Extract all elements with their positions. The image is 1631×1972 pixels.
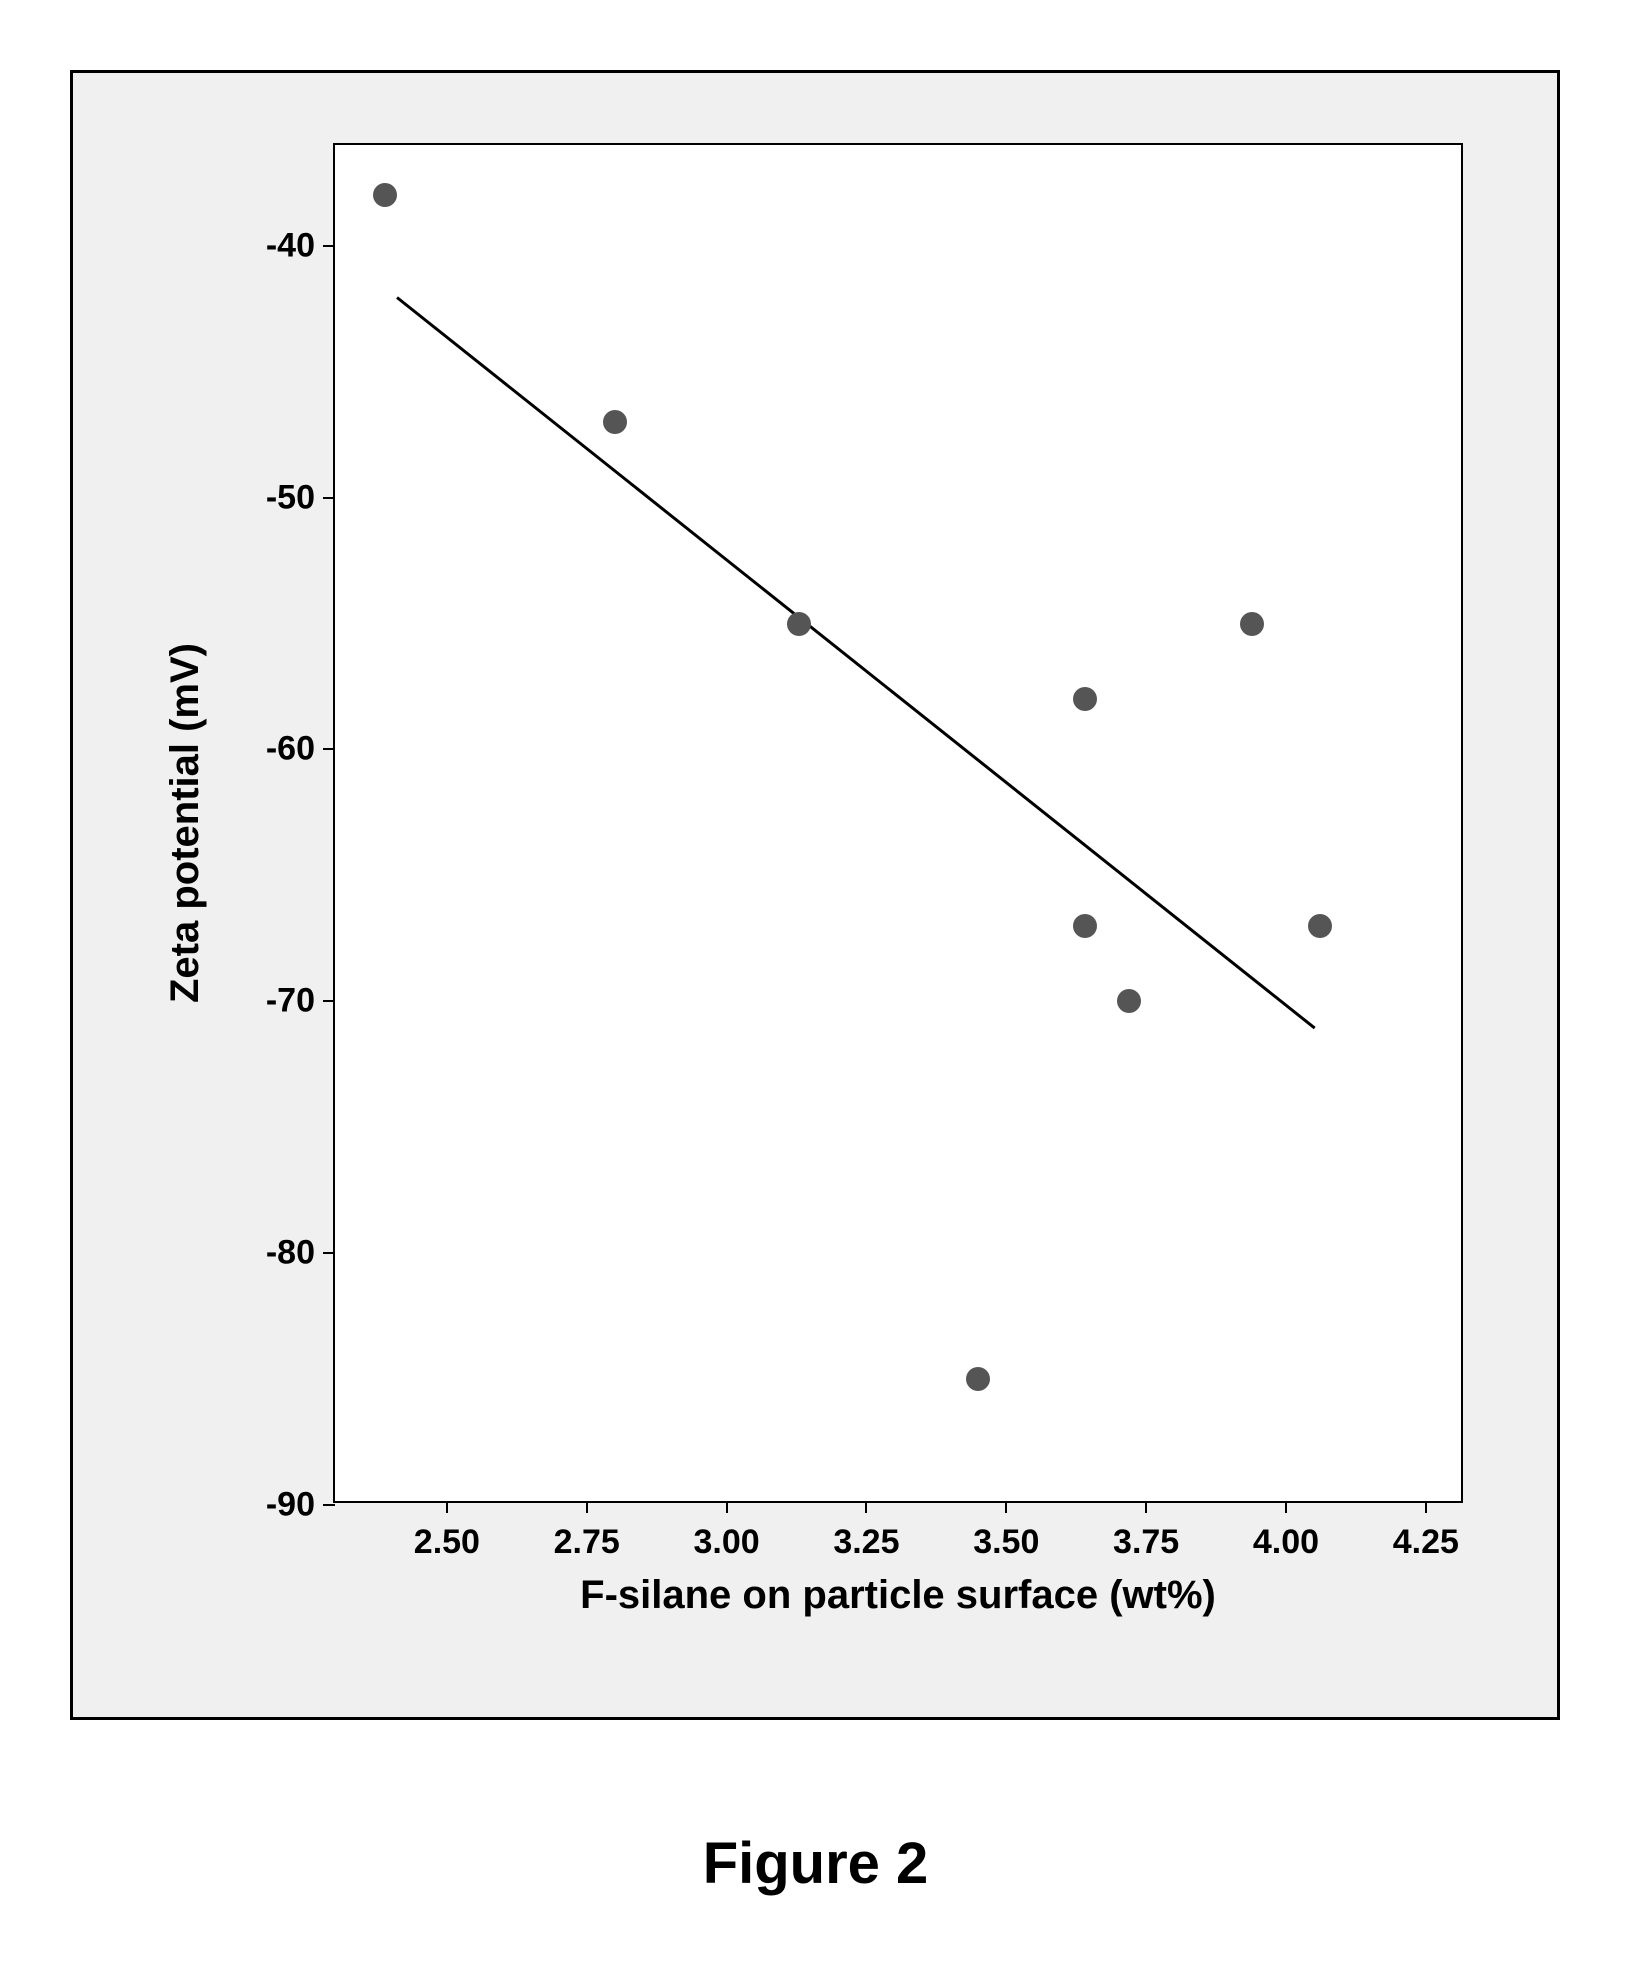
x-tick-label: 3.25 <box>833 1523 899 1562</box>
x-tick <box>865 1501 867 1513</box>
x-tick <box>726 1501 728 1513</box>
data-point <box>966 1367 990 1391</box>
data-point <box>787 612 811 636</box>
x-tick <box>446 1501 448 1513</box>
y-tick-label: -40 <box>225 226 315 265</box>
y-tick <box>323 1000 335 1002</box>
y-tick-label: -70 <box>225 982 315 1021</box>
y-tick-label: -50 <box>225 478 315 517</box>
x-tick-label: 4.00 <box>1253 1523 1319 1562</box>
y-tick <box>323 1504 335 1506</box>
y-tick <box>323 748 335 750</box>
x-tick <box>1005 1501 1007 1513</box>
figure-caption: Figure 2 <box>703 1830 929 1897</box>
y-tick <box>323 497 335 499</box>
data-point <box>1117 989 1141 1013</box>
y-tick-label: -80 <box>225 1234 315 1273</box>
data-point <box>373 183 397 207</box>
x-tick-label: 3.75 <box>1113 1523 1179 1562</box>
y-tick-label: -60 <box>225 730 315 769</box>
scatter-plot-area: 2.502.753.003.253.503.754.004.25-40-50-6… <box>333 143 1463 1503</box>
data-point <box>1073 914 1097 938</box>
y-tick <box>323 245 335 247</box>
trend-line <box>396 296 1315 1029</box>
x-tick-label: 3.50 <box>973 1523 1039 1562</box>
y-axis-title: Zeta potential (mV) <box>163 643 208 1003</box>
x-axis-title: F-silane on particle surface (wt%) <box>580 1573 1216 1618</box>
x-tick <box>586 1501 588 1513</box>
y-tick <box>323 1252 335 1254</box>
data-point <box>1308 914 1332 938</box>
chart-outer-frame: 2.50 2.75 3.00 3.25 3.50 3.75 4.00 4.25 -40 -50 -6… <box>70 70 1560 1720</box>
x-tick-label: 2.50 <box>414 1523 480 1562</box>
x-tick-label: 3.00 <box>693 1523 759 1562</box>
data-point <box>603 410 627 434</box>
x-tick-label: 2.75 <box>554 1523 620 1562</box>
x-tick <box>1145 1501 1147 1513</box>
data-point <box>1073 687 1097 711</box>
x-tick <box>1425 1501 1427 1513</box>
x-tick-label: 4.25 <box>1393 1523 1459 1562</box>
data-point <box>1240 612 1264 636</box>
y-tick-label: -90 <box>225 1486 315 1525</box>
x-tick <box>1285 1501 1287 1513</box>
